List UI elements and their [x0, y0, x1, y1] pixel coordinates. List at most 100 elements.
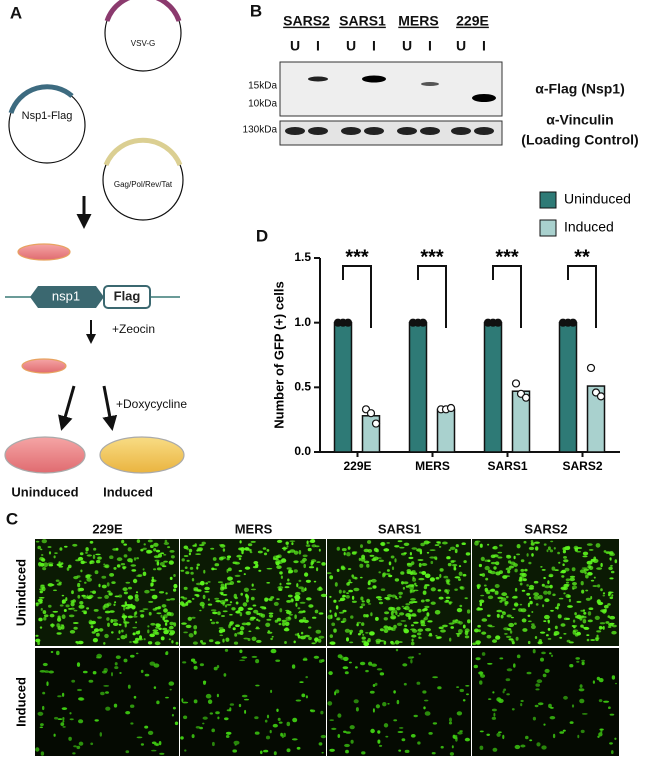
cell	[308, 566, 315, 569]
cell	[199, 663, 204, 667]
cell	[372, 585, 377, 589]
cell	[533, 592, 539, 597]
cell	[404, 749, 410, 754]
cell	[152, 631, 159, 635]
cell	[59, 547, 63, 551]
cell	[143, 543, 146, 546]
cell	[101, 575, 107, 579]
cell	[104, 594, 109, 599]
arrow	[58, 385, 76, 431]
cell	[158, 553, 162, 558]
antibody-label: α-Flag (Nsp1)	[535, 81, 625, 97]
x-tick-label: 229E	[343, 459, 371, 473]
cell	[499, 600, 503, 603]
cell	[39, 626, 43, 629]
cell	[582, 609, 586, 612]
cell	[527, 602, 531, 608]
cell	[523, 540, 527, 544]
cell	[434, 610, 441, 615]
cell	[86, 596, 92, 600]
cell	[116, 638, 120, 640]
cell	[363, 560, 370, 564]
cell	[439, 573, 442, 578]
cell	[448, 601, 452, 605]
cell	[456, 686, 460, 688]
cell	[344, 671, 349, 675]
cell	[289, 540, 296, 542]
cell	[103, 565, 109, 568]
cell	[560, 623, 566, 627]
cell	[437, 542, 441, 545]
cell	[233, 740, 240, 745]
cell	[243, 573, 246, 576]
cell	[69, 630, 76, 634]
cell	[113, 703, 118, 708]
cell	[227, 576, 233, 581]
cell	[155, 549, 161, 553]
cell	[155, 626, 160, 629]
cell	[165, 696, 169, 699]
cell	[490, 561, 497, 565]
cell	[479, 730, 484, 733]
cell	[353, 587, 360, 592]
x-tick-label: SARS1	[487, 459, 527, 473]
cell	[196, 549, 199, 552]
cell	[123, 591, 128, 595]
cell	[519, 576, 523, 582]
cell	[530, 542, 535, 546]
cell	[603, 700, 610, 703]
cell	[191, 598, 195, 600]
cell	[272, 557, 276, 561]
cell	[462, 699, 466, 702]
plasmid-insert	[104, 0, 182, 22]
cell	[549, 652, 552, 655]
cell	[68, 614, 75, 618]
cell	[123, 554, 128, 558]
cell	[413, 589, 419, 592]
cell	[422, 690, 427, 694]
cell	[358, 557, 362, 562]
cell	[163, 619, 169, 623]
cell	[529, 739, 533, 742]
cell	[329, 641, 336, 645]
cell	[289, 549, 296, 553]
cell	[140, 743, 144, 746]
cell	[466, 609, 471, 614]
cell	[223, 673, 227, 677]
cell	[506, 635, 512, 639]
cell	[491, 716, 497, 720]
cell	[225, 735, 230, 738]
cell	[52, 584, 55, 586]
cell	[40, 607, 43, 611]
cell	[256, 618, 259, 621]
cell	[340, 597, 346, 601]
cell	[238, 547, 243, 551]
cell	[248, 630, 252, 633]
cell	[290, 598, 294, 603]
cell	[455, 620, 461, 624]
micrograph	[35, 539, 179, 646]
cell	[239, 649, 243, 654]
cell	[158, 591, 165, 594]
cell	[396, 699, 400, 705]
cell	[79, 601, 84, 605]
cell	[274, 558, 279, 561]
cell	[535, 603, 539, 606]
cell	[535, 683, 540, 687]
cell	[78, 604, 85, 609]
cell	[226, 582, 232, 586]
cell	[438, 626, 444, 630]
cell	[190, 571, 194, 575]
cell	[579, 569, 586, 574]
cell	[62, 717, 65, 721]
cell	[412, 629, 418, 633]
cell	[370, 612, 373, 617]
cell	[357, 633, 361, 636]
cell	[92, 554, 96, 560]
cell	[165, 651, 169, 655]
cell	[286, 600, 292, 603]
cell	[130, 654, 135, 658]
cell	[124, 623, 127, 628]
cell	[72, 622, 79, 624]
significance-bracket	[342, 265, 372, 328]
